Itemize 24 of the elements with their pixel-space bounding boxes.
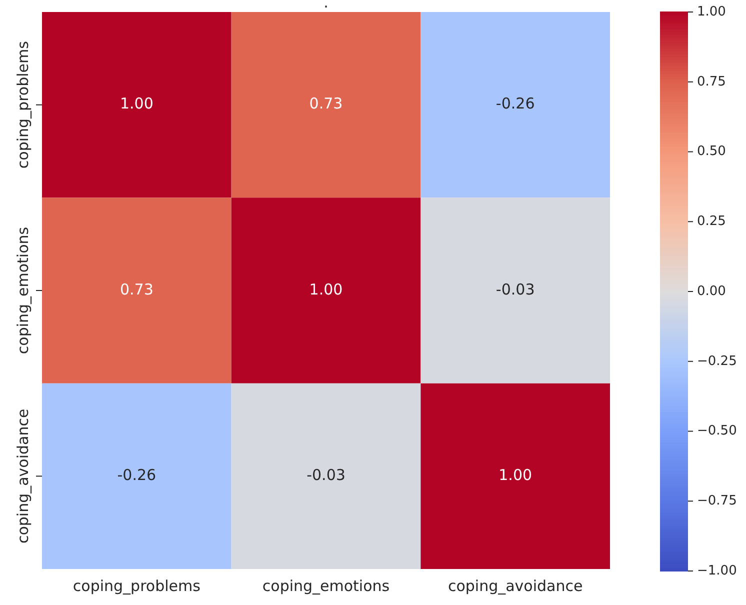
data-label: 0.73 (309, 94, 343, 113)
data-label: -0.03 (496, 280, 535, 298)
data-label: -0.26 (496, 94, 535, 113)
color-bar-label: 0.75 (697, 74, 726, 90)
y-tick-label: coping_problems (14, 40, 32, 169)
x-tick-label: coping_problems (72, 576, 201, 595)
x-tick-label: coping_emotions (262, 576, 390, 595)
color-bar-label: 0.00 (697, 284, 726, 299)
x-tick-label: coping_avoidance (448, 576, 583, 595)
color-bar-label: −0.50 (697, 424, 737, 439)
data-label: -0.03 (306, 466, 346, 484)
color-bar-label: 0.25 (697, 214, 726, 229)
data-label: 1.00 (309, 280, 343, 298)
chart-title: . (324, 0, 328, 12)
color-bar-label: 1.00 (697, 4, 726, 20)
data-label: 1.00 (498, 466, 532, 484)
data-label: -0.26 (117, 466, 156, 484)
data-label: 1.00 (120, 94, 154, 113)
color-bar-label: −0.75 (697, 494, 737, 508)
color-bar-label: 0.50 (697, 144, 726, 160)
data-label: 0.73 (120, 280, 154, 298)
color-bar-label: −1.00 (697, 563, 737, 578)
color-bar-label: −0.25 (697, 354, 737, 369)
y-tick-label: coping_emotions (14, 226, 32, 354)
